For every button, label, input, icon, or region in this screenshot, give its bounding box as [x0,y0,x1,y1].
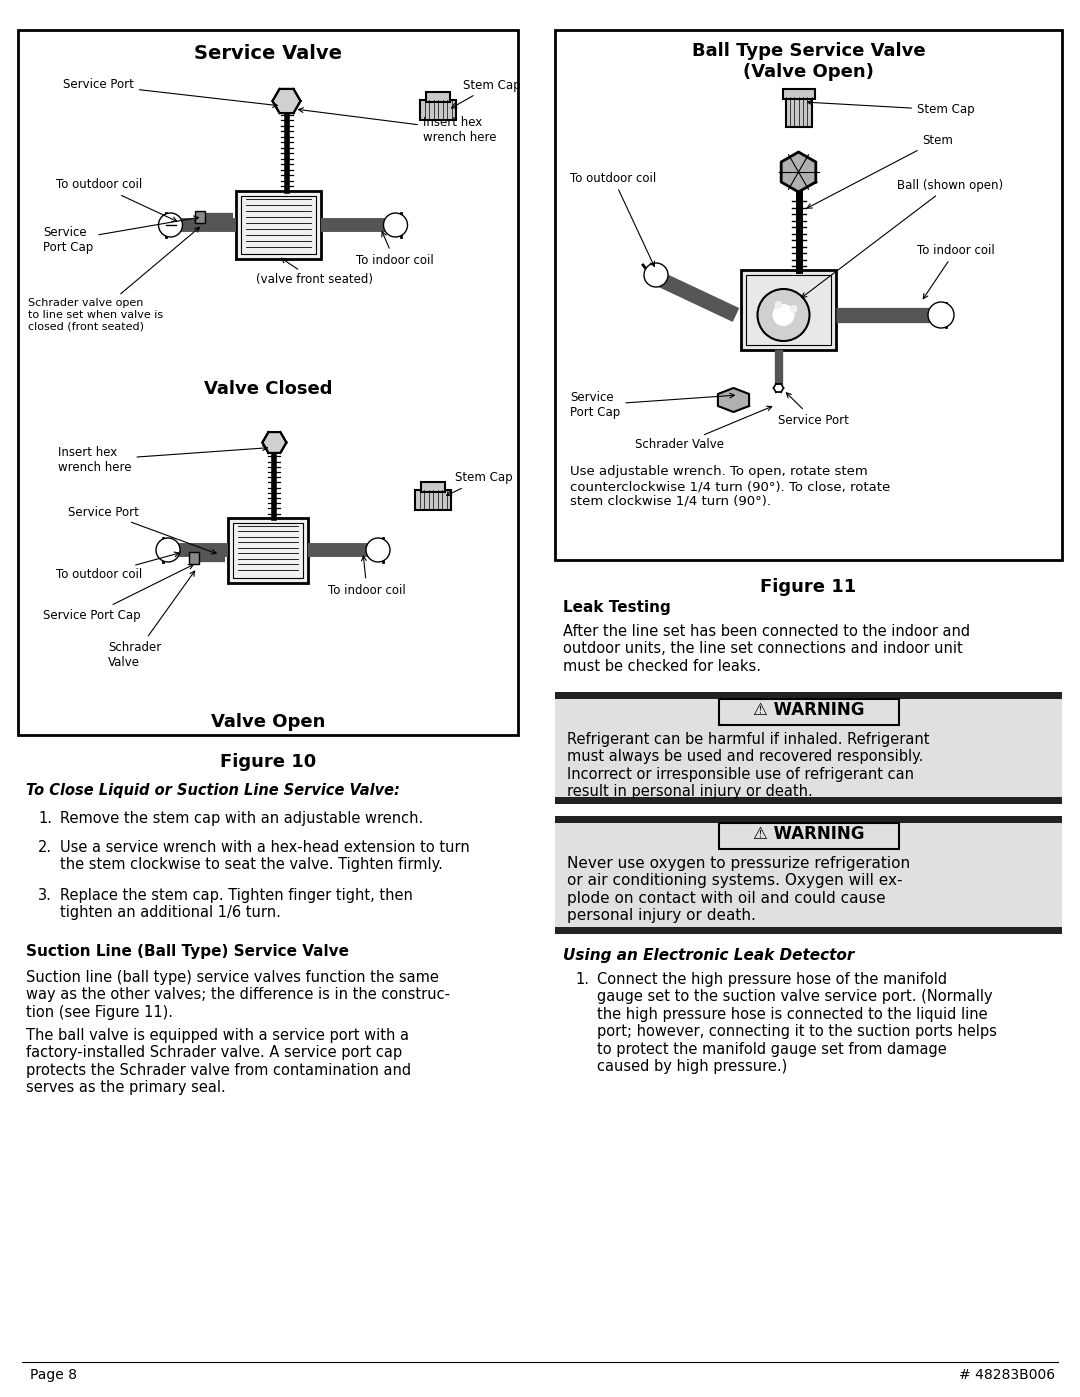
Bar [555,798,1062,805]
Text: Refrigerant can be harmful if inhaled. Refrigerant
must always be used and recov: Refrigerant can be harmful if inhaled. R… [567,732,930,799]
Text: Using an Electronic Leak Detector: Using an Electronic Leak Detector [563,949,854,963]
Bar [783,89,814,99]
Text: Service Port: Service Port [68,506,216,555]
Text: 1.: 1. [575,972,589,988]
Bar [555,816,1062,935]
Circle shape [772,305,795,326]
Text: To outdoor coil: To outdoor coil [56,179,177,222]
Circle shape [774,300,783,309]
Bar [555,816,1062,823]
Circle shape [383,212,407,237]
Text: 1.: 1. [38,812,52,826]
Text: Remove the stem cap with an adjustable wrench.: Remove the stem cap with an adjustable w… [60,812,423,826]
Text: Never use oxygen to pressurize refrigeration
or air conditioning systems. Oxygen: Never use oxygen to pressurize refrigera… [567,856,910,923]
Text: ⚠ WARNING: ⚠ WARNING [753,701,864,719]
Bar [785,96,811,127]
Circle shape [156,538,180,562]
Text: Stem Cap: Stem Cap [451,78,521,108]
Bar [555,692,1062,805]
Bar [426,92,450,102]
Bar [194,211,204,224]
Text: 2.: 2. [38,840,52,855]
Text: To indoor coil: To indoor coil [328,556,406,597]
Circle shape [757,289,810,341]
Circle shape [789,305,797,313]
Bar [415,490,451,510]
Text: # 48283B006: # 48283B006 [959,1368,1055,1382]
Text: Ball Type Service Valve
(Valve Open): Ball Type Service Valve (Valve Open) [691,42,926,81]
Text: Stem: Stem [807,134,953,208]
Text: Ball (shown open): Ball (shown open) [801,179,1003,298]
Polygon shape [272,89,300,113]
Text: Suction Line (Ball Type) Service Valve: Suction Line (Ball Type) Service Valve [26,944,349,958]
Bar [228,517,308,583]
Text: To outdoor coil: To outdoor coil [570,172,657,267]
Text: Service Port: Service Port [779,393,849,426]
Bar [189,552,199,564]
Bar [555,29,1062,560]
Text: Use adjustable wrench. To open, rotate stem
counterclockwise 1/4 turn (90°). To : Use adjustable wrench. To open, rotate s… [570,465,890,509]
Text: Figure 11: Figure 11 [760,578,856,597]
Bar [555,692,1062,698]
Bar [718,823,899,849]
Circle shape [644,263,669,286]
Text: Schrader Valve: Schrader Valve [635,407,772,451]
Text: The ball valve is equipped with a service port with a
factory-installed Schrader: The ball valve is equipped with a servic… [26,1028,411,1095]
Text: Suction line (ball type) service valves function the same
way as the other valve: Suction line (ball type) service valves … [26,970,450,1020]
Polygon shape [781,152,815,191]
Text: Page 8: Page 8 [30,1368,77,1382]
Text: Insert hex
wrench here: Insert hex wrench here [58,446,268,474]
Bar [421,482,445,492]
Text: To Close Liquid or Suction Line Service Valve:: To Close Liquid or Suction Line Service … [26,782,400,798]
Bar [233,522,303,577]
Bar [555,928,1062,935]
Bar [741,270,836,351]
Text: Insert hex
wrench here: Insert hex wrench here [298,108,497,144]
Text: Service
Port Cap: Service Port Cap [43,217,199,254]
Text: Valve Closed: Valve Closed [204,380,333,398]
Bar [718,698,899,725]
Text: Stem Cap: Stem Cap [808,101,974,116]
Bar [241,196,315,254]
Text: Schrader valve open
to line set when valve is
closed (front seated): Schrader valve open to line set when val… [28,228,200,331]
Text: Replace the stem cap. Tighten finger tight, then
tighten an additional 1/6 turn.: Replace the stem cap. Tighten finger tig… [60,888,413,921]
Bar [746,275,831,345]
Text: Schrader
Valve: Schrader Valve [108,571,194,669]
Circle shape [159,212,183,237]
Text: Valve Open: Valve Open [211,712,325,731]
Circle shape [928,302,954,328]
Text: To outdoor coil: To outdoor coil [56,552,179,581]
Text: 3.: 3. [38,888,52,902]
Text: (valve front seated): (valve front seated) [256,258,373,286]
Text: To indoor coil: To indoor coil [917,243,995,299]
Circle shape [366,538,390,562]
Text: Figure 10: Figure 10 [220,753,316,771]
Text: Service Valve: Service Valve [194,43,342,63]
Text: Service
Port Cap: Service Port Cap [570,391,734,419]
Text: Service Port Cap: Service Port Cap [43,564,193,622]
Text: To indoor coil: To indoor coil [355,232,433,267]
Text: After the line set has been connected to the indoor and
outdoor units, the line : After the line set has been connected to… [563,624,970,673]
Bar [420,101,456,120]
Text: Service Port: Service Port [63,78,278,108]
Bar [235,191,321,258]
Text: Connect the high pressure hose of the manifold
gauge set to the suction valve se: Connect the high pressure hose of the ma… [597,972,997,1074]
Polygon shape [718,388,750,412]
Bar [18,29,518,735]
Text: Leak Testing: Leak Testing [563,599,671,615]
Text: Use a service wrench with a hex-head extension to turn
the stem clockwise to sea: Use a service wrench with a hex-head ext… [60,840,470,872]
Polygon shape [262,432,286,453]
Text: Stem Cap: Stem Cap [447,472,513,496]
Text: ⚠ WARNING: ⚠ WARNING [753,826,864,842]
